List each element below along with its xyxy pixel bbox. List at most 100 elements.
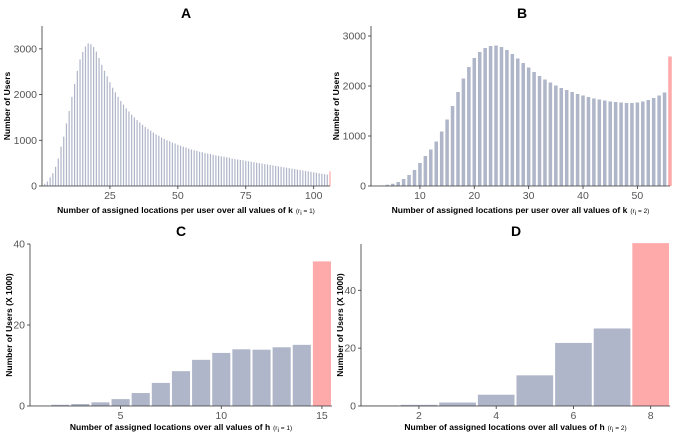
- bar: [272, 165, 274, 186]
- bar: [253, 162, 255, 186]
- bar: [483, 48, 487, 186]
- y-tick-label: 2000: [14, 89, 38, 101]
- bar: [188, 148, 190, 186]
- bar: [87, 43, 89, 187]
- panel-b: 10 20 30 40 50 0 1000 2000 3000 B Number of assign…: [331, 5, 672, 217]
- x-tick-label: 20: [468, 190, 480, 202]
- bar: [657, 95, 661, 186]
- bar: [285, 167, 288, 186]
- bar: [619, 102, 623, 186]
- bar: [296, 169, 298, 186]
- bar: [120, 100, 122, 186]
- bar: [212, 154, 214, 186]
- bar: [182, 146, 184, 186]
- bar: [291, 168, 293, 186]
- bar: [44, 183, 46, 186]
- y-axis-title: Number of Users: [2, 71, 12, 140]
- bar: [185, 147, 187, 186]
- bar: [239, 159, 241, 186]
- bar: [169, 141, 171, 186]
- bar: [71, 96, 73, 186]
- bar: [155, 134, 157, 186]
- y-tick-label: 0: [350, 401, 356, 413]
- bar: [632, 243, 670, 406]
- bar: [269, 164, 271, 186]
- bar: [321, 173, 323, 186]
- x-tick-label: 8: [648, 410, 654, 422]
- bar: [245, 160, 247, 186]
- bar: [499, 47, 504, 186]
- bar: [122, 104, 125, 186]
- x-axis-title-tail: = 2): [613, 425, 626, 432]
- x-axis-title-main: Number of assigned locations per user ov…: [57, 205, 293, 215]
- y-tick-label: 40: [344, 285, 356, 297]
- bar: [586, 97, 591, 186]
- bar: [456, 92, 460, 186]
- bar: [396, 182, 400, 186]
- x-axis-title: Number of assigned locations per user ov…: [57, 205, 315, 217]
- bar: [150, 130, 152, 186]
- bar: [310, 171, 312, 186]
- x-tick-label: 30: [523, 190, 535, 202]
- bar: [401, 179, 406, 186]
- y-axis-title: Number of Users: [331, 71, 341, 140]
- bar: [242, 160, 244, 186]
- x-tick-label: 5: [118, 410, 124, 422]
- x-tick-label: 40: [577, 190, 589, 202]
- bar: [307, 171, 309, 186]
- y-tick-label: 3000: [343, 31, 367, 43]
- y-tick-label: 20: [344, 343, 356, 355]
- bar: [472, 58, 477, 186]
- bar: [192, 359, 211, 406]
- bar: [73, 84, 76, 186]
- bar: [198, 151, 201, 186]
- bar: [477, 394, 515, 406]
- y-tick-label: 40: [13, 239, 25, 251]
- x-axis-title-tail: = 1): [279, 425, 292, 432]
- bar: [237, 159, 239, 186]
- bar: [439, 131, 444, 186]
- bar: [662, 92, 667, 186]
- bar: [232, 349, 251, 406]
- bar: [597, 99, 602, 186]
- bar: [125, 108, 127, 186]
- x-axis-title-paren: (r: [608, 425, 613, 432]
- bar: [329, 171, 331, 186]
- bar: [71, 403, 90, 406]
- bar: [429, 149, 433, 186]
- bar: [256, 162, 258, 186]
- bar: [418, 163, 422, 186]
- bar: [209, 154, 212, 186]
- bar: [494, 45, 498, 186]
- bar: [163, 138, 165, 186]
- bar: [516, 375, 554, 406]
- bar: [101, 64, 103, 186]
- x-axis-title-main: Number of assigned locations per user ov…: [392, 205, 628, 215]
- x-axis-title-main: Number of assigned locations over all va…: [70, 422, 270, 432]
- bar: [400, 404, 438, 406]
- x-axis-title: Number of assigned locations over all va…: [404, 422, 626, 434]
- bar: [543, 79, 547, 186]
- x-axis-title-paren: (r: [273, 425, 278, 432]
- bar: [315, 172, 318, 186]
- bar: [288, 168, 290, 186]
- bar: [641, 101, 645, 186]
- y-tick-label: 0: [19, 401, 25, 413]
- bar: [215, 155, 217, 186]
- x-axis-title-main: Number of assigned locations over all va…: [404, 422, 604, 432]
- bar: [52, 173, 54, 186]
- bar: [90, 44, 92, 186]
- x-axis-title-paren: (r: [296, 208, 301, 215]
- bar: [204, 153, 206, 186]
- bar: [326, 174, 328, 186]
- bar: [179, 145, 182, 186]
- bar: [299, 170, 301, 186]
- bar: [593, 328, 631, 406]
- bar: [488, 46, 493, 186]
- bar: [266, 164, 269, 186]
- bar: [318, 173, 320, 186]
- bar: [313, 172, 315, 186]
- bar: [112, 87, 114, 186]
- bar: [385, 184, 390, 186]
- bar: [581, 95, 585, 186]
